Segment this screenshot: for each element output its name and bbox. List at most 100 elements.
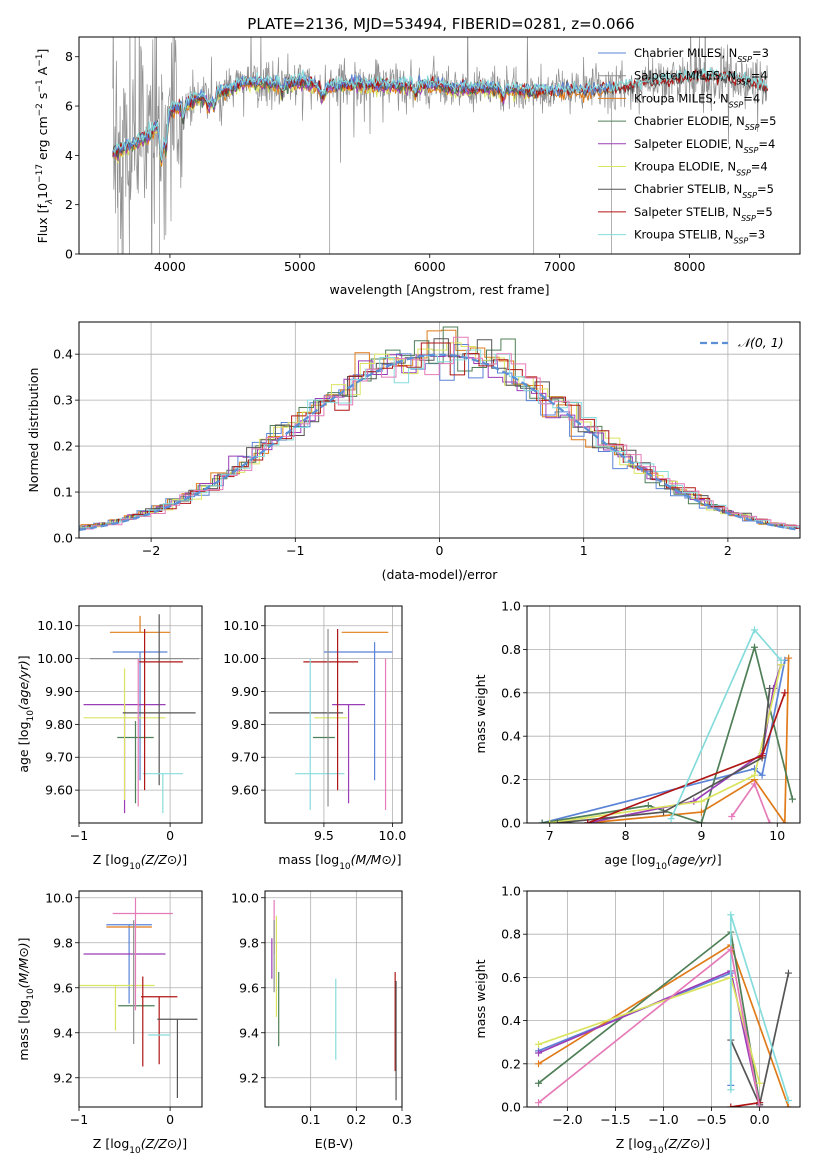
x-axis-label: (data-model)/error bbox=[382, 567, 499, 582]
axes-frame bbox=[78, 36, 801, 255]
x-tick-label: 0.3 bbox=[392, 1112, 412, 1127]
label-part: 10 bbox=[26, 710, 36, 722]
plus-marker bbox=[784, 969, 792, 977]
label-part: 10 bbox=[26, 988, 36, 1000]
label-part: SSP bbox=[736, 168, 751, 177]
y-tick-label: 9.2 bbox=[239, 1070, 259, 1085]
plus-marker bbox=[660, 808, 667, 816]
x-tick-label: 0.0 bbox=[750, 1112, 770, 1127]
y-tick-label: 0.8 bbox=[501, 927, 521, 942]
legend-entry: Kroupa STELIB, NSSP=3 bbox=[634, 228, 765, 246]
label-part: SSP bbox=[744, 145, 759, 154]
label-part: −2 bbox=[35, 103, 45, 116]
axes-frame bbox=[78, 605, 203, 824]
x-tick-label: −1 bbox=[286, 543, 304, 558]
y-tick-label: 10.00 bbox=[223, 651, 259, 666]
model-spectrum bbox=[112, 74, 613, 156]
axes-frame bbox=[264, 890, 403, 1108]
label-part: (Z/Z⊙) bbox=[141, 852, 183, 867]
plus-marker bbox=[758, 752, 766, 760]
plus-marker bbox=[535, 1060, 543, 1068]
y-tick-label: 9.4 bbox=[53, 1025, 73, 1040]
legend-entry: Kroupa ELODIE, NSSP=4 bbox=[634, 160, 768, 178]
label-part: =3 bbox=[748, 228, 765, 242]
weight-line bbox=[730, 1101, 760, 1107]
legend-entry: Chabrier STELIB, NSSP=5 bbox=[634, 182, 774, 200]
plot-area bbox=[112, 37, 768, 254]
plot-area bbox=[538, 626, 796, 823]
x-tick-label: 10 bbox=[769, 828, 785, 843]
x-tick-label: 0.1 bbox=[301, 1112, 321, 1127]
y-tick-label: 10.0 bbox=[231, 890, 259, 905]
histogram-step bbox=[79, 349, 800, 529]
y-tick-label: 2 bbox=[65, 197, 73, 212]
x-tick-label: 0.2 bbox=[346, 1112, 366, 1127]
plus-marker bbox=[756, 1103, 764, 1107]
label-part: 10 bbox=[129, 862, 141, 872]
y-tick-label: 0.8 bbox=[501, 642, 521, 657]
legend-entry: Salpeter STELIB, NSSP=5 bbox=[634, 205, 773, 223]
weight-vs-age-panel: 7 8 9 10 0.0 0.2 0.4 0.6 0.8 1.0 age [log10(age/yr… bbox=[473, 599, 801, 872]
legend-entry: 𝒩(0, 1) bbox=[738, 335, 784, 350]
plus-marker bbox=[784, 1103, 792, 1107]
legend-entry: Salpeter MILES, NSSP=4 bbox=[634, 69, 768, 87]
y-tick-label: 4 bbox=[65, 148, 73, 163]
label-part: −1 bbox=[35, 79, 45, 92]
x-tick-label: 6000 bbox=[414, 259, 446, 274]
y-tick-label: 9.60 bbox=[231, 783, 259, 798]
plus-marker bbox=[751, 643, 758, 651]
y-tick-label: 9.6 bbox=[53, 980, 73, 995]
plus-marker bbox=[751, 780, 758, 788]
x-axis-label: age [log10(age/yr)] bbox=[604, 852, 721, 872]
legend-entry: Salpeter ELODIE, NSSP=4 bbox=[634, 137, 775, 155]
plus-marker bbox=[751, 626, 758, 634]
label-part: SSP bbox=[742, 191, 757, 200]
plus-marker bbox=[535, 1079, 543, 1087]
plus-marker bbox=[553, 819, 561, 823]
plus-marker bbox=[728, 812, 736, 820]
plot-area bbox=[79, 897, 198, 1098]
label-part: =5 bbox=[757, 182, 774, 196]
x-tick-label: −1.0 bbox=[648, 1112, 678, 1127]
x-tick-label: 0 bbox=[166, 828, 174, 843]
x-tick-label: 5000 bbox=[284, 259, 316, 274]
mass-vs-metallicity-panel: −1 0 9.2 9.4 9.6 9.8 10.0 Z [log10(Z/Z⊙)] mass [… bbox=[16, 890, 203, 1156]
label-part: (Z/Z⊙) bbox=[141, 1136, 183, 1151]
plus-marker bbox=[777, 656, 785, 664]
label-part: (age/yr) bbox=[16, 660, 31, 710]
label-part: =3 bbox=[752, 46, 769, 60]
label-part: =5 bbox=[756, 205, 773, 219]
plus-marker bbox=[758, 771, 766, 779]
gridlines bbox=[527, 605, 800, 824]
label-part: =4 bbox=[743, 91, 760, 105]
x-tick-label: 8 bbox=[622, 828, 630, 843]
y-tick-label: 9.90 bbox=[45, 684, 73, 699]
weight-line bbox=[538, 976, 761, 1084]
histogram-step bbox=[79, 336, 800, 530]
model-spectrum bbox=[112, 67, 768, 161]
y-tick-label: 0.2 bbox=[501, 772, 521, 787]
y-tick-label: 9.70 bbox=[231, 750, 259, 765]
plot-area bbox=[271, 900, 397, 1101]
label-part: 10 bbox=[339, 862, 351, 872]
label-part: −17 bbox=[35, 164, 45, 183]
plus-marker bbox=[727, 1103, 735, 1107]
y-axis-label: age [log10(age/yr)] bbox=[16, 655, 36, 772]
y-tick-label: 0.0 bbox=[501, 816, 521, 831]
axes-frame bbox=[526, 605, 801, 824]
y-axis-label: mass weight bbox=[473, 674, 488, 753]
x-axis-label: Z [log10(Z/Z⊙)] bbox=[93, 852, 187, 872]
label-part: SSP bbox=[736, 77, 751, 86]
y-tick-label: 9.8 bbox=[239, 935, 259, 950]
legend-entry: Chabrier ELODIE, NSSP=5 bbox=[634, 114, 776, 132]
x-tick-label: −1 bbox=[70, 1112, 88, 1127]
label-part: =4 bbox=[758, 137, 775, 151]
plot-area bbox=[79, 326, 800, 531]
x-tick-label: −1 bbox=[70, 828, 88, 843]
axes-frame bbox=[78, 321, 801, 539]
residual-histogram-panel: −2 −1 0 1 2 0.0 0.1 0.2 0.3 0.4 (data-model)/error… bbox=[26, 321, 801, 582]
label-part: SSP bbox=[729, 100, 744, 109]
x-tick-label: 4000 bbox=[154, 259, 186, 274]
y-tick-label: 0 bbox=[65, 247, 73, 262]
x-tick-label: 2 bbox=[724, 543, 732, 558]
